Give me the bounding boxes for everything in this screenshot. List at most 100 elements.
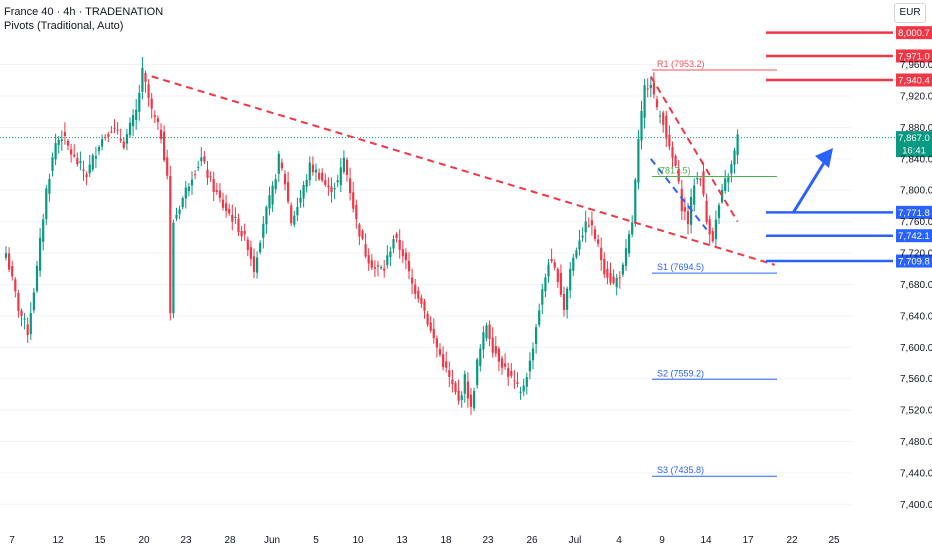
candle-body (454, 382, 457, 393)
candle-body (39, 237, 42, 271)
x-tick-label: Jul (569, 535, 582, 546)
candle (361, 229, 364, 241)
candle-body (32, 292, 35, 311)
candle (4, 246, 8, 261)
candle-body (8, 253, 11, 270)
candle (429, 316, 432, 333)
candle (693, 178, 696, 212)
candle (634, 177, 637, 227)
candle-body (274, 179, 277, 190)
candle (73, 144, 76, 158)
candle (138, 84, 141, 121)
candle (48, 173, 51, 202)
candle-body (736, 134, 739, 156)
candle (556, 267, 559, 288)
candle-body (380, 266, 383, 268)
candle-body (321, 172, 324, 181)
candle (643, 78, 646, 129)
candle-body (395, 233, 398, 238)
candle (125, 129, 128, 151)
candle (476, 357, 479, 389)
y-tick-label: 7,520.0 (900, 406, 932, 417)
y-tick-label: 7,760.0 (900, 217, 932, 228)
y-tick-label: 7,800.0 (900, 186, 932, 197)
candle-body (383, 268, 386, 271)
price-label-text: 8,000.7 (898, 28, 930, 39)
candle (615, 274, 618, 296)
candle-body (665, 115, 668, 139)
candle (696, 171, 699, 185)
candle-body (417, 290, 420, 299)
candle-body (426, 313, 429, 325)
candle (717, 202, 721, 225)
candle-body (342, 157, 345, 172)
indicator-legend[interactable]: Pivots (Traditional, Auto) (4, 20, 124, 32)
currency-button[interactable]: EUR (894, 3, 926, 23)
candle (442, 346, 445, 371)
price-label-text: 7,742.1 (898, 231, 930, 242)
candle-body (488, 324, 491, 340)
candle-body (578, 240, 581, 250)
candle-body (265, 207, 268, 225)
candle-body (218, 190, 221, 198)
candle (66, 138, 70, 151)
candle (535, 323, 538, 354)
candle (463, 370, 466, 403)
candle (23, 312, 26, 330)
x-tick-label: 22 (786, 535, 798, 546)
pivot-label: S2 (7559.2) (657, 368, 704, 378)
candle-body (386, 255, 389, 266)
candle-body (566, 288, 569, 310)
candle-body (212, 179, 215, 193)
candle-body (637, 139, 640, 183)
candle-body (494, 346, 497, 354)
candle (383, 259, 386, 278)
candle-body (144, 72, 147, 82)
candle-body (401, 249, 404, 257)
candle-body (615, 278, 618, 288)
candle (82, 160, 85, 181)
candle (733, 147, 736, 174)
time-axis[interactable]: 7 12 15 20 23 28 Jun 5 10 13 18 23 26 Jul 4 9 14 17 22 25 (9, 535, 840, 546)
candle-body (652, 82, 655, 95)
candle (57, 136, 60, 154)
candle-body (686, 211, 690, 225)
candle (590, 211, 593, 236)
candle-body (23, 318, 26, 320)
candle-body (721, 189, 724, 203)
candle-body (724, 178, 727, 191)
candle-body (308, 162, 311, 181)
candle (445, 351, 448, 373)
candle-body (277, 153, 280, 174)
candle-body (163, 131, 166, 161)
channel-upper-line (649, 75, 739, 223)
candle-body (600, 247, 603, 261)
candle (11, 260, 14, 281)
price-axis[interactable]: 7,960.0 7,920.0 7,880.0 7,840.0 7,800.0 7,760… (900, 60, 932, 511)
candle-body (85, 174, 88, 178)
drawings (0, 75, 895, 266)
candle-body (581, 235, 584, 238)
candle-body (562, 293, 566, 311)
candle-body (194, 174, 197, 176)
x-tick-label: 20 (138, 535, 150, 546)
candle (451, 369, 454, 393)
x-tick-label: 14 (700, 535, 712, 546)
candle-body (550, 259, 553, 262)
candle (296, 197, 299, 222)
pivot-label: (7817.5) (657, 165, 691, 175)
price-label-text: 7,867.0 (898, 133, 930, 144)
price-label-text: 7,709.8 (898, 257, 930, 268)
candle-body (609, 272, 612, 283)
x-tick-label: 10 (352, 535, 364, 546)
candle (355, 199, 358, 229)
candle-body (699, 179, 702, 181)
candle (550, 248, 553, 264)
candle (609, 262, 612, 286)
candle-body (621, 264, 624, 275)
candle (736, 129, 739, 165)
x-tick-label: 23 (180, 535, 192, 546)
pivot-label: R1 (7953.2) (657, 59, 705, 69)
candle-body (113, 127, 116, 129)
